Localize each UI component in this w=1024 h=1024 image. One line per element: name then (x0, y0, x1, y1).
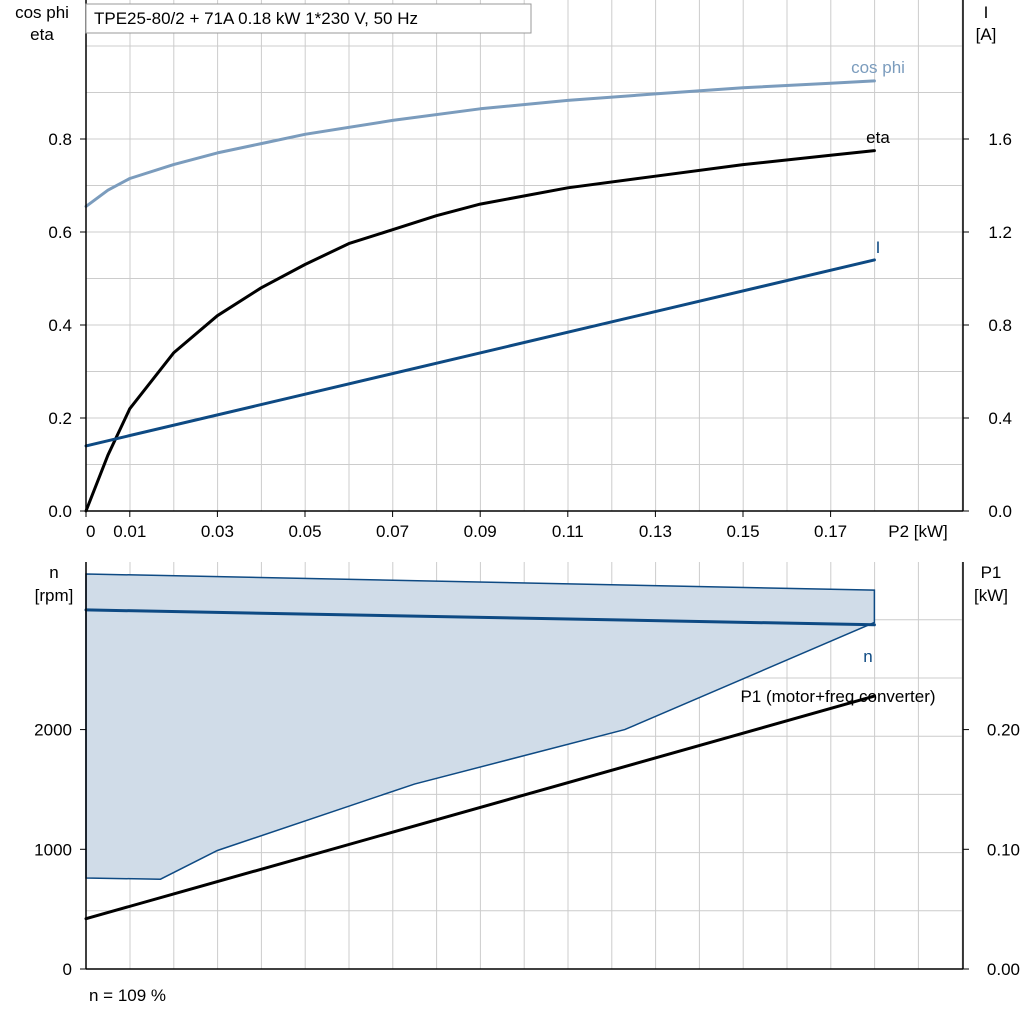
right-y-tick-label: 1.6 (988, 130, 1012, 149)
left-y-tick-label: 2000 (34, 721, 72, 740)
chart-axes (85, 0, 964, 970)
x-tick-label: 0.13 (639, 522, 672, 541)
x-tick-label: 0.15 (726, 522, 759, 541)
current-series-label: I (876, 238, 881, 257)
p1-series-label: P1 (motor+freq.converter) (740, 687, 935, 706)
tick-labels: 0 0.01 0.03 0.05 0.07 0.09 0.11 0.13 0.15 0.17 0.0… (34, 130, 1020, 979)
left-y-tick-label: 0.2 (48, 409, 72, 428)
top-right-axis-label-line2: [A] (976, 25, 997, 44)
speed-range-band (85, 573, 876, 880)
x-tick-label: 0.05 (288, 522, 321, 541)
left-y-tick-label: 0.0 (48, 502, 72, 521)
left-y-tick-label: 0 (63, 960, 72, 979)
eta-series-label: eta (866, 128, 890, 147)
bottom-right-axis-label-line2: [kW] (974, 586, 1008, 605)
x-tick-label: 0.07 (376, 522, 409, 541)
title-box (85, 3, 532, 34)
bottom-chart-series (84, 608, 876, 921)
bottom-left-axis-label-line2: [rpm] (35, 586, 74, 605)
bottom-left-axis-label-line1: n (49, 563, 58, 582)
cosphi-series-label: cos phi (851, 58, 905, 77)
x-axis-label: P2 [kW] (888, 522, 948, 541)
top-chart-series (84, 79, 876, 513)
bottom-right-axis-label-line1: P1 (981, 563, 1002, 582)
i-curve (84, 258, 876, 448)
left-y-tick-label: 0.6 (48, 223, 72, 242)
n-curve (84, 608, 876, 627)
cos-phi-curve (84, 79, 876, 208)
right-y-tick-label: 0.00 (987, 960, 1020, 979)
right-y-tick-label: 0.10 (987, 840, 1020, 859)
right-y-tick-label: 1.2 (988, 223, 1012, 242)
top-left-axis-label-line2: eta (30, 25, 54, 44)
right-y-tick-label: 0.20 (987, 721, 1020, 740)
eta-curve (84, 149, 876, 513)
right-y-tick-label: 0.4 (988, 409, 1012, 428)
p1-curve (84, 694, 876, 921)
speed-percentage-note: n = 109 % (89, 986, 166, 1005)
top-right-axis-label-line1: I (984, 3, 989, 22)
right-y-tick-label: 0.0 (988, 502, 1012, 521)
x-tick-label: 0.03 (201, 522, 234, 541)
x-tick-label: 0.11 (552, 522, 584, 541)
left-y-tick-label: 0.8 (48, 130, 72, 149)
left-y-tick-label: 1000 (34, 840, 72, 859)
right-y-tick-label: 0.8 (988, 316, 1012, 335)
x-tick-label: 0 (86, 522, 95, 541)
x-tick-label: 0.01 (113, 522, 146, 541)
speed-series-label: n (863, 647, 872, 666)
top-left-axis-label-line1: cos phi (15, 3, 69, 22)
left-y-tick-label: 0.4 (48, 316, 72, 335)
top-chart-grid (86, 0, 963, 512)
x-tick-label: 0.09 (464, 522, 497, 541)
x-tick-label: 0.17 (814, 522, 847, 541)
chart-title: TPE25-80/2 + 71A 0.18 kW 1*230 V, 50 Hz (94, 9, 418, 28)
